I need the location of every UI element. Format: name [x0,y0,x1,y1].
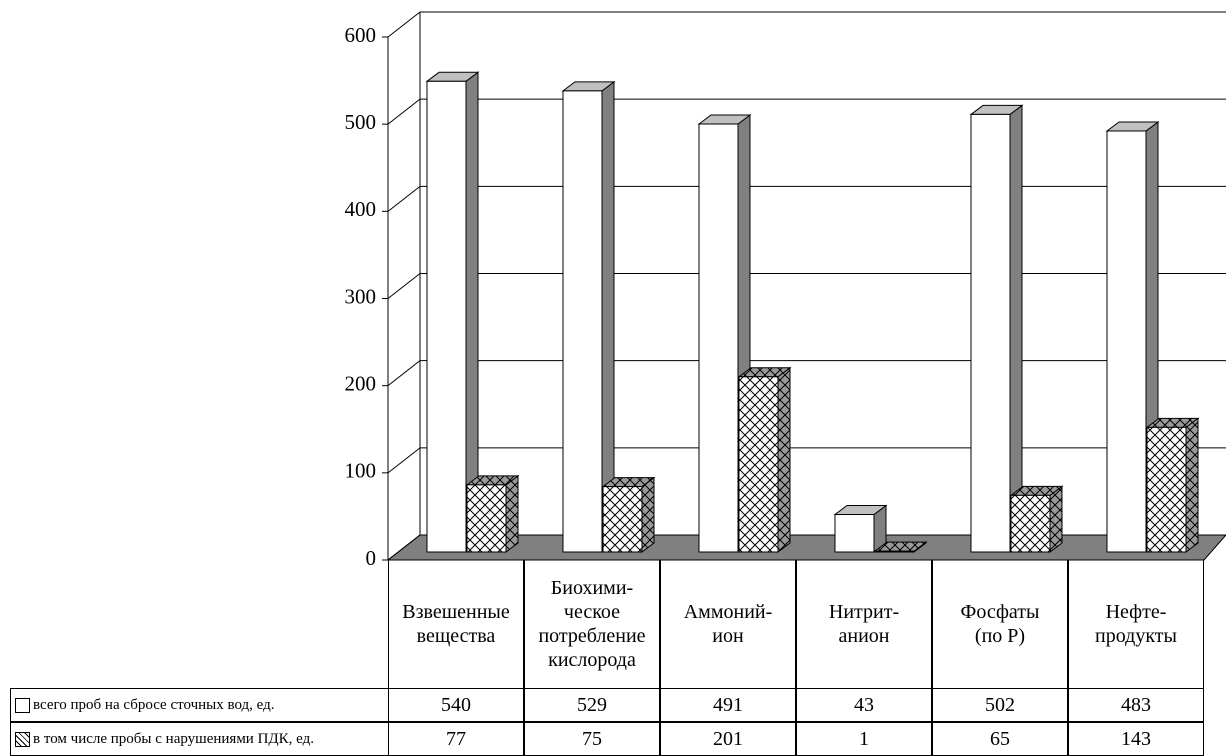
bar-side [505,474,519,553]
table-value: 491 [660,688,796,722]
bar-front [874,550,915,553]
bar [873,541,928,553]
bar-front [698,123,739,553]
side-grid-line [387,360,421,387]
bar [425,71,480,553]
bar [969,104,1024,553]
bar-front [1146,426,1187,553]
table-value: 529 [524,688,660,722]
bar-side [777,366,791,553]
bar-front [1106,130,1147,553]
bar [1009,485,1064,553]
bar-front [466,484,507,553]
bar-front [562,90,603,553]
bar-side [1185,417,1199,553]
table-value: 143 [1068,722,1204,756]
bar-front [834,514,875,553]
legend-label: в том числе пробы с нарушениями ПДК, ед. [10,722,389,756]
y-tick-label: 500 [345,110,377,134]
side-grid-line [387,98,421,125]
table-value: 502 [932,688,1068,722]
bar [737,366,792,553]
bar-front [970,113,1011,553]
legend-swatch [15,697,30,713]
y-tick-label: 600 [345,23,377,47]
table-value: 65 [932,722,1068,756]
legend-swatch [15,731,30,747]
table-value: 540 [388,688,524,722]
table-value: 77 [388,722,524,756]
y-tick-label: 200 [345,371,377,395]
category-label: Нитрит- анион [796,560,932,688]
bar [465,474,520,553]
bar [833,504,888,553]
side-grid-line [387,273,421,299]
bar-front [1010,494,1051,553]
side-grid-line [387,185,421,212]
legend-text: всего проб на сбросе сточных вод, ед. [33,696,275,713]
y-tick-label: 400 [345,197,377,221]
bar-front [426,80,467,553]
bar-side [641,476,655,553]
bar-front [602,486,643,553]
bar [601,476,656,553]
category-label: Биохими- ческое потребление кислорода [524,560,660,688]
y-tick-label: 0 [366,546,377,570]
bar-front [738,376,779,553]
y-tick-label: 100 [345,459,377,483]
table-value: 75 [524,722,660,756]
legend-label: всего проб на сбросе сточных вод, ед. [10,688,389,722]
y-tick-label: 300 [345,284,377,308]
side-grid-line [387,534,421,561]
bar-side [1009,104,1023,553]
table-value: 1 [796,722,932,756]
table-value: 43 [796,688,932,722]
side-grid-line [387,447,421,474]
side-grid-line [387,11,421,38]
table-value: 483 [1068,688,1204,722]
bar-side [1049,485,1063,553]
bar [1145,417,1200,553]
category-label: Фосфаты (по Р) [932,560,1068,688]
category-label: Аммоний- ион [660,560,796,688]
category-label: Нефте- продукты [1068,560,1204,688]
category-label: Взвешенные вещества [388,560,524,688]
table-value: 201 [660,722,796,756]
bar [561,80,616,553]
legend-text: в том числе пробы с нарушениями ПДК, ед. [33,730,314,747]
